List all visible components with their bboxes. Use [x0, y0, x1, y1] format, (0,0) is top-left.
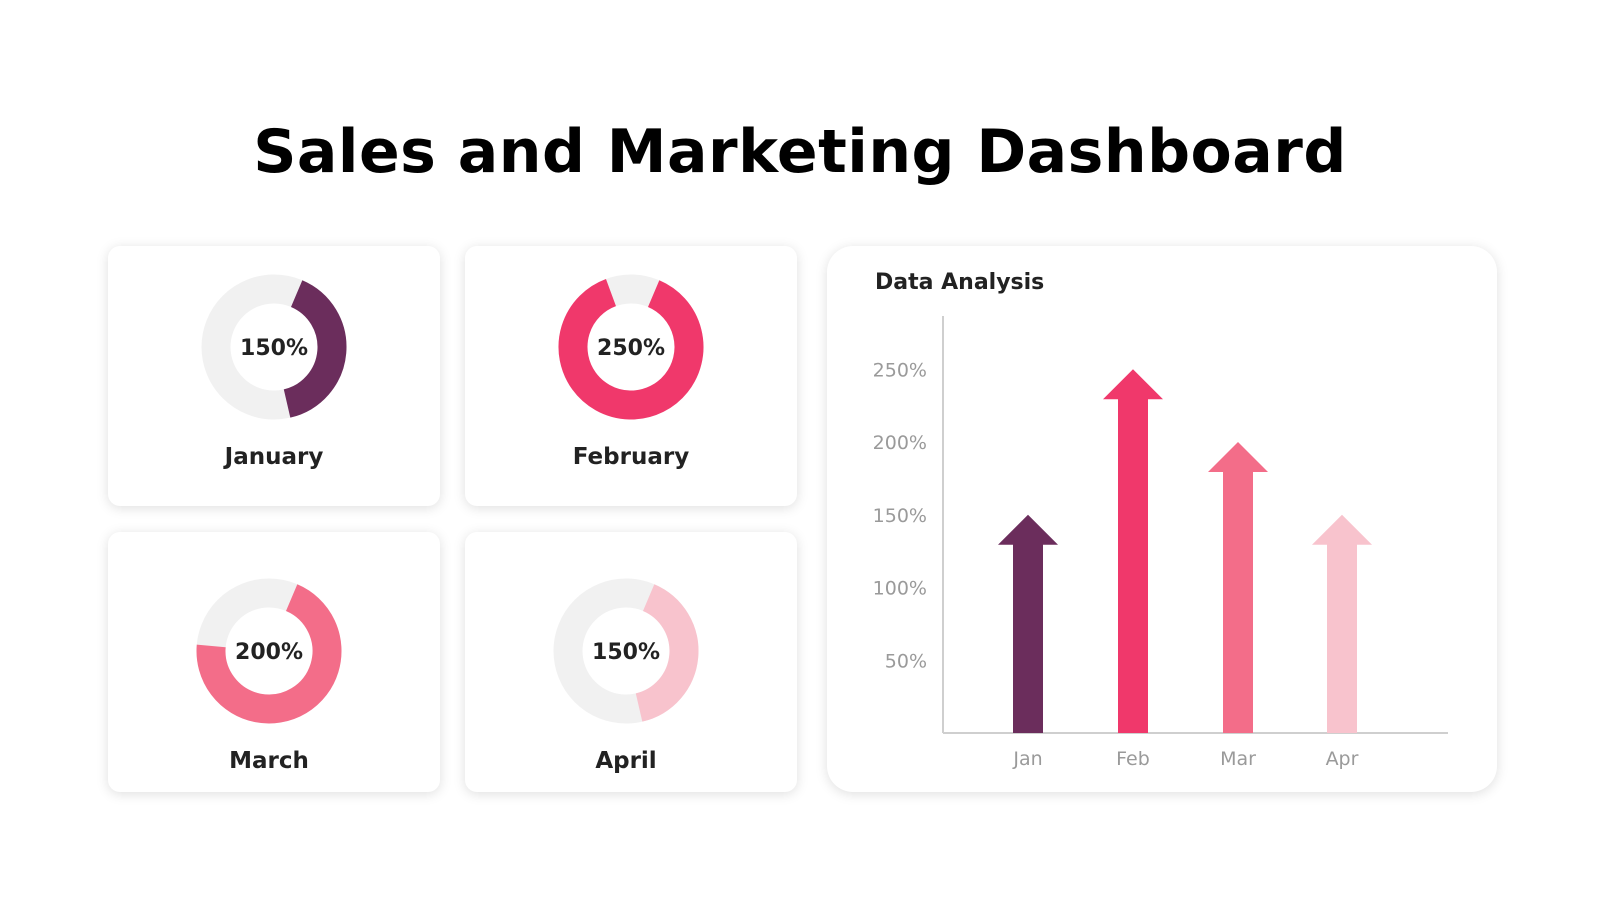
donut-month-label: January	[223, 444, 324, 470]
y-tick-label: 50%	[885, 650, 927, 672]
arrow-bar-feb	[1103, 369, 1163, 733]
y-tick-label: 200%	[873, 432, 927, 454]
donut-chart-january: 150% January	[201, 274, 347, 470]
donut-arc	[196, 584, 342, 724]
page-title: Sales and Marketing Dashboard	[253, 117, 1347, 187]
donut-chart-february: 250% February	[558, 274, 704, 470]
donut-card-january: 150% January	[108, 246, 440, 506]
data-analysis-card: Data Analysis 50% 100% 150% 200% 250% Jan Feb…	[827, 246, 1497, 792]
donut-value: 200%	[235, 640, 303, 665]
x-tick-label: Jan	[1012, 748, 1042, 770]
donut-card-march: 200% March	[108, 532, 440, 792]
arrow-bar-apr	[1312, 514, 1372, 733]
arrow-bar-jan	[998, 514, 1058, 733]
donut-chart-april: 150% April	[553, 578, 699, 774]
data-analysis-chart: Data Analysis 50% 100% 150% 200% 250% Jan Feb…	[873, 270, 1448, 770]
donut-arc	[635, 584, 699, 722]
donut-value: 150%	[240, 336, 308, 361]
y-tick-label: 150%	[873, 505, 927, 527]
donut-arc	[558, 278, 704, 420]
y-tick-label: 100%	[873, 578, 927, 600]
x-tick-label: Apr	[1326, 748, 1359, 770]
arrow-bar-mar	[1208, 442, 1268, 733]
donut-month-label: April	[595, 748, 656, 774]
y-axis-tick-labels: 50% 100% 150% 200% 250%	[873, 359, 927, 672]
arrow-bars	[998, 369, 1372, 733]
donut-arc	[283, 280, 347, 418]
x-tick-label: Feb	[1116, 748, 1150, 770]
donut-chart-march: 200% March	[196, 578, 342, 774]
donut-card-february: 250% February	[465, 246, 797, 506]
y-tick-label: 250%	[873, 359, 927, 381]
x-axis-tick-labels: Jan Feb Mar Apr	[1012, 748, 1358, 770]
donut-value: 250%	[597, 336, 665, 361]
donut-card-april: 150% April	[465, 532, 797, 792]
donut-month-label: March	[229, 748, 309, 774]
donut-value: 150%	[592, 640, 660, 665]
chart-title: Data Analysis	[875, 270, 1044, 295]
donut-month-label: February	[573, 444, 689, 470]
x-tick-label: Mar	[1220, 748, 1256, 770]
